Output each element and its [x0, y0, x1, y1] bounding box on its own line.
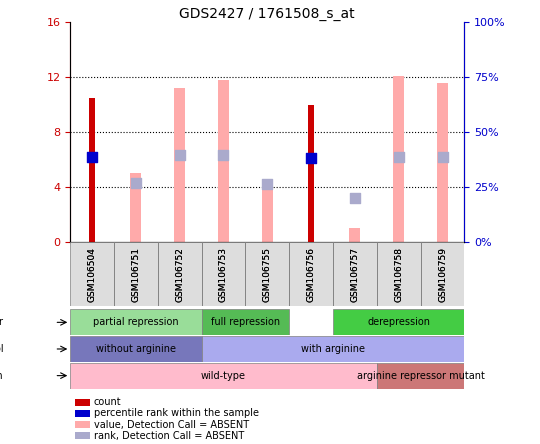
Text: GSM106758: GSM106758: [394, 247, 403, 301]
Text: GSM106504: GSM106504: [87, 247, 97, 301]
Text: genotype/variation: genotype/variation: [0, 371, 3, 381]
Text: GSM106755: GSM106755: [263, 247, 272, 301]
Text: GSM106756: GSM106756: [307, 247, 315, 301]
Point: [263, 181, 272, 188]
Bar: [70, 242, 114, 306]
Bar: [262, 184, 273, 242]
Text: wild-type: wild-type: [201, 371, 246, 381]
Text: GSM106759: GSM106759: [438, 247, 447, 301]
Point: [219, 152, 228, 159]
Text: value, Detection Call = ABSENT: value, Detection Call = ABSENT: [94, 420, 249, 430]
Title: GDS2427 / 1761508_s_at: GDS2427 / 1761508_s_at: [179, 7, 355, 21]
Text: GSM106755: GSM106755: [263, 247, 272, 301]
Bar: [289, 242, 333, 306]
Text: GSM106753: GSM106753: [219, 247, 228, 301]
Text: GSM106752: GSM106752: [175, 247, 184, 301]
Point: [307, 155, 315, 162]
Point: [350, 194, 359, 202]
Point: [394, 153, 403, 160]
Bar: [201, 309, 289, 335]
Text: GSM106751: GSM106751: [131, 247, 140, 301]
Point: [132, 179, 140, 186]
Point: [176, 152, 184, 159]
Text: GSM106751: GSM106751: [131, 247, 140, 301]
Bar: [333, 309, 464, 335]
Bar: [377, 242, 421, 306]
Bar: [201, 336, 464, 362]
Point: [88, 153, 97, 160]
Bar: [90, 98, 94, 242]
Bar: [333, 242, 377, 306]
Bar: [75, 432, 90, 440]
Text: with arginine: with arginine: [301, 344, 365, 354]
Text: without arginine: without arginine: [96, 344, 176, 354]
Text: other: other: [0, 317, 3, 327]
Bar: [393, 76, 404, 242]
Text: derepression: derepression: [367, 317, 430, 327]
Point: [438, 153, 447, 160]
Bar: [75, 421, 90, 428]
Text: GSM106752: GSM106752: [175, 247, 184, 301]
Bar: [421, 242, 464, 306]
Bar: [114, 242, 158, 306]
Text: partial repression: partial repression: [93, 317, 179, 327]
Bar: [70, 336, 201, 362]
Text: GSM106753: GSM106753: [219, 247, 228, 301]
Bar: [174, 88, 185, 242]
Bar: [70, 363, 377, 388]
Bar: [377, 363, 464, 388]
Text: GSM106756: GSM106756: [307, 247, 315, 301]
Bar: [245, 242, 289, 306]
Bar: [437, 83, 448, 242]
Bar: [131, 173, 141, 242]
Text: GSM106504: GSM106504: [87, 247, 97, 301]
Text: arginine repressor mutant: arginine repressor mutant: [356, 371, 484, 381]
Bar: [75, 410, 90, 417]
Bar: [158, 242, 201, 306]
Text: GSM106757: GSM106757: [350, 247, 360, 301]
Bar: [201, 242, 245, 306]
Bar: [349, 228, 360, 242]
Text: count: count: [94, 397, 122, 407]
Text: percentile rank within the sample: percentile rank within the sample: [94, 408, 259, 418]
Text: GSM106757: GSM106757: [350, 247, 360, 301]
Text: GSM106758: GSM106758: [394, 247, 403, 301]
Bar: [218, 80, 229, 242]
Bar: [308, 105, 314, 242]
Text: GSM106759: GSM106759: [438, 247, 447, 301]
Bar: [75, 399, 90, 406]
Text: full repression: full repression: [211, 317, 280, 327]
Text: rank, Detection Call = ABSENT: rank, Detection Call = ABSENT: [94, 431, 244, 441]
Text: growth protocol: growth protocol: [0, 344, 3, 354]
Bar: [70, 309, 201, 335]
